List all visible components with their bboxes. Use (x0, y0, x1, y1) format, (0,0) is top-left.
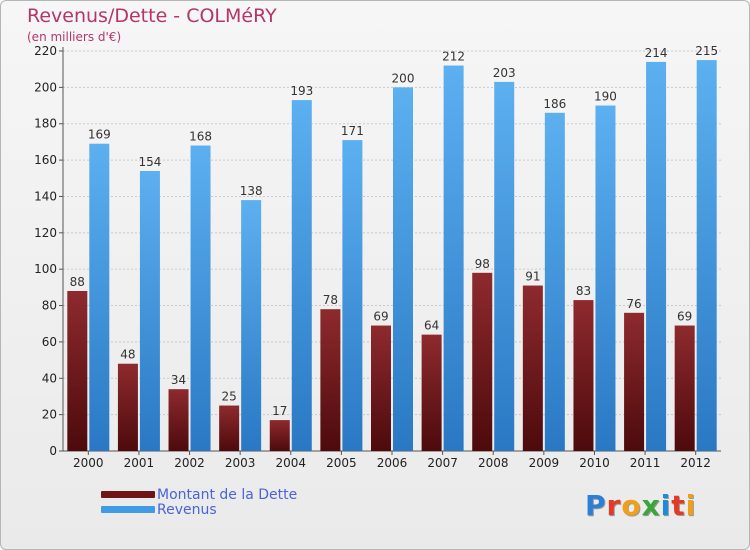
bar-dette (371, 325, 391, 451)
value-label-dette: 17 (272, 404, 287, 418)
legend: Montant de la Dette Revenus (101, 486, 298, 518)
chart-subtitle: (en milliers d'€) (27, 30, 122, 44)
value-label-revenus: 212 (442, 50, 465, 64)
bar-dette (421, 334, 442, 451)
value-label-dette: 76 (626, 297, 641, 311)
bar-revenus (291, 100, 312, 451)
value-label-dette: 69 (677, 310, 692, 324)
bar-dette (624, 312, 645, 451)
value-label-revenus: 190 (594, 90, 617, 104)
bar-dette (472, 272, 493, 451)
y-tick-label: 220 (34, 44, 57, 58)
value-label-dette: 48 (120, 348, 135, 362)
value-label-dette: 69 (373, 310, 388, 324)
y-tick-label: 20 (42, 408, 57, 422)
x-tick-label: 2005 (326, 456, 357, 470)
legend-label-revenus: Revenus (157, 501, 217, 518)
logo-letter: r (606, 489, 622, 522)
x-tick-label: 2002 (174, 456, 205, 470)
logo-letter: i (660, 489, 672, 522)
value-label-dette: 34 (171, 373, 186, 387)
chart-title: Revenus/Dette - COLMéRY (27, 5, 277, 27)
value-label-revenus: 154 (138, 155, 161, 169)
y-tick-label: 140 (34, 189, 57, 203)
value-label-dette: 91 (525, 270, 540, 284)
bar-revenus (241, 200, 262, 451)
bar-revenus (696, 60, 717, 451)
y-tick-label: 120 (34, 226, 57, 240)
legend-label-dette: Montant de la Dette (157, 486, 298, 503)
value-label-revenus: 203 (493, 66, 516, 80)
value-label-dette: 88 (70, 275, 85, 289)
value-label-revenus: 193 (290, 84, 313, 98)
bar-revenus (190, 145, 211, 451)
y-tick-label: 200 (34, 80, 57, 94)
y-tick-label: 80 (42, 299, 57, 313)
logo-letter: P (585, 489, 607, 522)
bar-dette (117, 363, 138, 451)
logo-letter: t (671, 489, 686, 522)
bar-revenus (139, 171, 160, 451)
value-label-revenus: 186 (543, 97, 566, 111)
x-tick-label: 2000 (73, 456, 104, 470)
y-tick-label: 100 (34, 262, 57, 276)
value-label-dette: 78 (323, 293, 338, 307)
value-label-revenus: 214 (645, 46, 668, 60)
value-label-dette: 98 (475, 257, 490, 271)
proxiti-logo: Proxiti (585, 489, 696, 522)
bar-dette (674, 325, 695, 451)
logo-letter: i (685, 489, 697, 522)
x-tick-label: 2003 (225, 456, 256, 470)
bar-revenus (443, 65, 464, 451)
x-tick-label: 2006 (377, 456, 408, 470)
bar-dette (168, 389, 189, 451)
bar-dette (573, 300, 594, 451)
x-tick-label: 2011 (630, 456, 661, 470)
bar-revenus (393, 87, 413, 451)
logo-letter: o (621, 489, 642, 522)
bar-dette (219, 405, 240, 451)
value-label-dette: 25 (222, 390, 237, 404)
bar-revenus (595, 105, 616, 451)
legend-item-revenus: Revenus (101, 501, 297, 518)
x-tick-label: 2008 (478, 456, 509, 470)
bars (67, 60, 717, 452)
x-tick-label: 2001 (124, 456, 155, 470)
bar-revenus (646, 61, 667, 452)
labels: 0 20 40 60 80 100 120 140 160 180 200 220 88 169 2000 4… (34, 44, 718, 470)
bar-dette (67, 291, 88, 451)
bar-revenus (544, 112, 565, 452)
y-tick-label: 180 (34, 117, 57, 131)
y-tick-label: 40 (42, 371, 57, 385)
bar-dette (320, 309, 341, 451)
value-label-dette: 83 (576, 284, 591, 298)
x-tick-label: 2004 (275, 456, 306, 470)
bar-revenus (89, 143, 110, 451)
y-tick-label: 60 (42, 335, 57, 349)
bar-revenus (342, 140, 363, 451)
value-label-revenus: 215 (695, 44, 718, 58)
bar-dette (269, 420, 290, 451)
value-label-revenus: 168 (189, 130, 212, 144)
x-tick-label: 2010 (579, 456, 610, 470)
bar-revenus (494, 81, 515, 451)
y-tick-label: 0 (49, 444, 57, 458)
legend-swatch-revenus (101, 506, 155, 513)
value-label-revenus: 138 (240, 184, 263, 198)
value-label-dette: 64 (424, 319, 439, 333)
bar-dette (522, 285, 543, 451)
y-tick-label: 160 (34, 153, 57, 167)
value-label-revenus: 169 (88, 128, 111, 142)
legend-item-dette: Montant de la Dette (101, 486, 298, 503)
logo-letter: x (641, 489, 661, 522)
x-tick-label: 2009 (529, 456, 560, 470)
legend-swatch-dette (101, 491, 155, 498)
value-label-revenus: 200 (392, 71, 415, 85)
value-label-revenus: 171 (341, 124, 364, 138)
x-tick-label: 2007 (427, 456, 458, 470)
x-tick-label: 2012 (680, 456, 711, 470)
grid-lines (63, 50, 721, 452)
